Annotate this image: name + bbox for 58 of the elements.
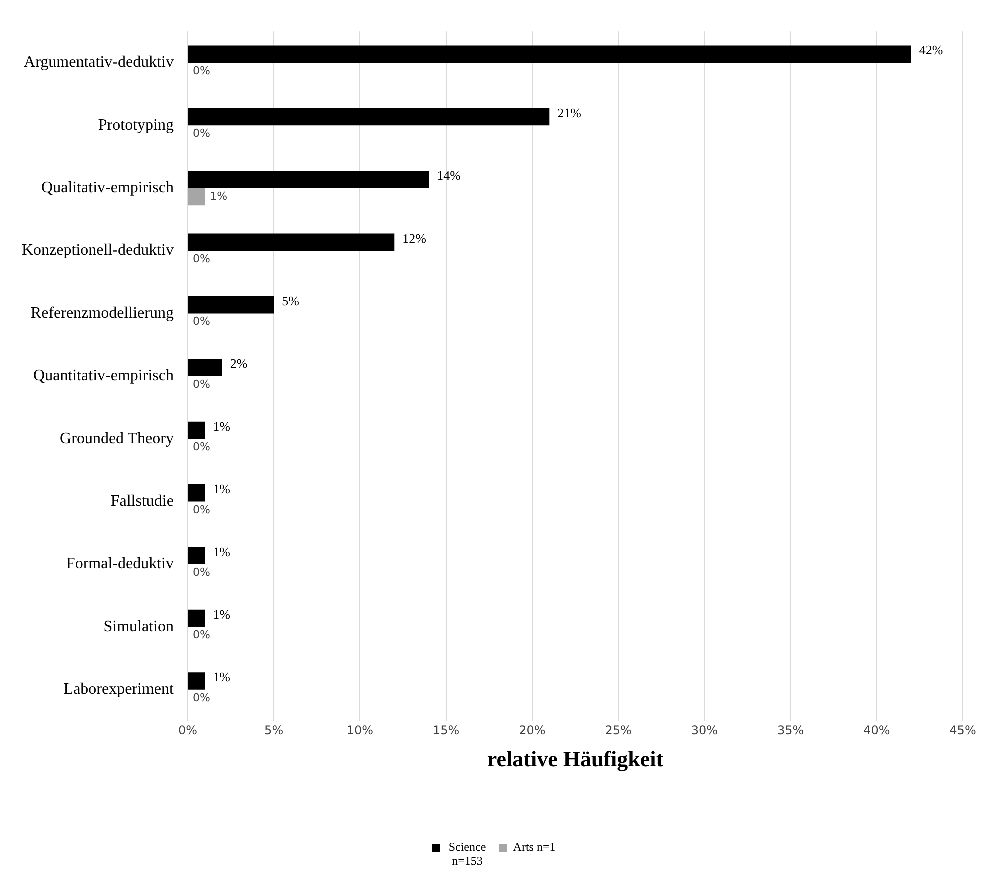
bar <box>188 610 206 628</box>
x-tick-label: 45% <box>950 724 976 738</box>
x-tick-label: 40% <box>864 724 890 738</box>
data-label: 0% <box>192 628 210 642</box>
bar <box>188 422 206 440</box>
y-tick-label: Prototyping <box>98 116 174 134</box>
data-label: 1% <box>213 418 231 434</box>
x-tick-label: 30% <box>691 724 718 738</box>
data-label: 0% <box>192 127 210 140</box>
x-tick-label: 25% <box>605 724 632 738</box>
bar <box>188 234 395 252</box>
legend-label: Arts n=1 <box>512 840 557 854</box>
data-label: 1% <box>213 544 231 560</box>
data-label: 0% <box>192 315 210 328</box>
data-label: 5% <box>282 294 300 309</box>
data-label: 1% <box>213 670 231 685</box>
data-label: 1% <box>213 606 231 622</box>
y-tick-label: Fallstudie <box>110 492 174 510</box>
y-tick-label: Argumentativ-deduktiv <box>24 54 174 72</box>
bar <box>188 108 550 126</box>
data-label: 42% <box>919 42 944 58</box>
data-label: 14% <box>437 168 462 184</box>
data-label: 0% <box>192 378 210 391</box>
bar <box>188 484 206 502</box>
data-label: 0% <box>192 691 210 704</box>
data-label: 0% <box>192 64 210 78</box>
data-label: 0% <box>192 252 210 266</box>
bar <box>188 46 912 63</box>
data-label: 1% <box>210 190 228 203</box>
data-label: 2% <box>230 356 248 372</box>
y-tick-label: Simulation <box>104 618 174 636</box>
data-label: 12% <box>402 230 427 246</box>
y-tick-label: Quantitativ-empirisch <box>34 368 174 385</box>
x-tick-label: 0% <box>178 724 198 738</box>
bar <box>188 296 274 314</box>
data-label: 1% <box>213 482 231 497</box>
bar <box>188 672 206 690</box>
x-tick-label: 15% <box>432 724 460 738</box>
data-label: 0% <box>192 566 210 579</box>
x-tick-label: 10% <box>346 724 374 738</box>
x-tick-label: 20% <box>519 724 546 738</box>
y-tick-label: Formal-deduktiv <box>66 556 174 573</box>
data-label: 0% <box>192 503 210 516</box>
data-label: 21% <box>558 105 582 120</box>
x-axis-title: relative Häufigkeit <box>487 746 664 772</box>
y-tick-label: Qualitativ-empirisch <box>42 180 174 197</box>
bar <box>188 171 430 188</box>
y-tick-label: Laborexperiment <box>64 681 175 698</box>
y-tick-label: Grounded Theory <box>60 430 174 448</box>
bar <box>188 188 206 206</box>
x-tick-label: 5% <box>264 724 284 738</box>
bar <box>188 359 222 376</box>
bar <box>188 547 206 564</box>
x-tick-label: 35% <box>777 724 804 738</box>
data-label: 0% <box>192 440 210 454</box>
legend-label: Science n=153 <box>448 840 488 868</box>
y-tick-label: Referenzmodellierung <box>30 304 174 322</box>
y-tick-label: Konzeptionell-deduktiv <box>22 242 174 260</box>
